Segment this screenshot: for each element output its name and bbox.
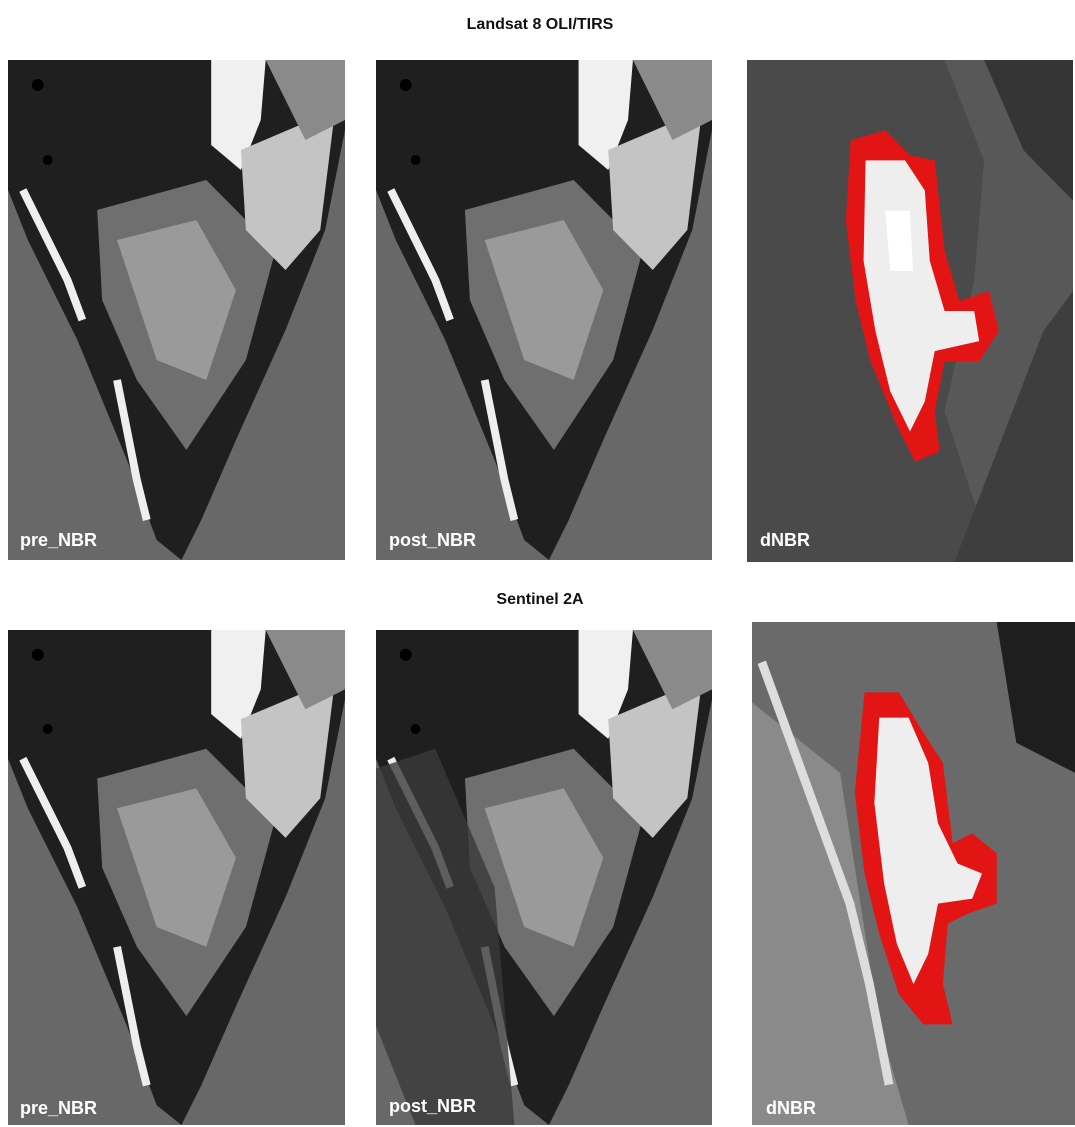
satellite-image: [8, 60, 345, 560]
satellite-image: [376, 60, 712, 560]
satellite-image: [752, 622, 1075, 1125]
panel-label: post_NBR: [389, 530, 476, 550]
section-title: Landsat 8 OLI/TIRS: [467, 16, 614, 33]
satellite-image: [8, 630, 345, 1125]
panel-label: dNBR: [766, 1098, 816, 1118]
panel-label: pre_NBR: [20, 1098, 97, 1118]
panel-label: pre_NBR: [20, 530, 97, 550]
satellite-image: [747, 60, 1073, 562]
figure: Landsat 8 OLI/TIRS pre_NBR post_NBR dNBR…: [0, 0, 1075, 1127]
panel-label: dNBR: [760, 530, 810, 550]
page: {"sections": [ {"title": "Landsat 8 OLI/…: [0, 0, 1075, 1127]
panel-label: post_NBR: [389, 1096, 476, 1116]
section-title: Sentinel 2A: [496, 591, 584, 608]
satellite-image: [376, 630, 712, 1125]
